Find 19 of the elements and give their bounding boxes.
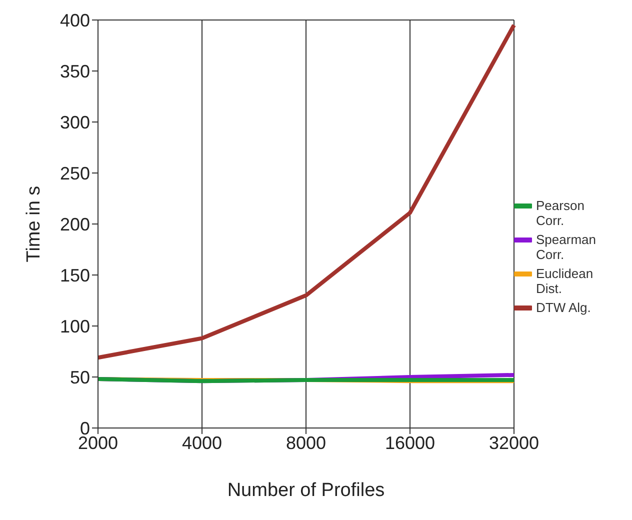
y-tick-label: 250 bbox=[60, 163, 90, 184]
y-tick-label: 50 bbox=[70, 367, 90, 388]
y-tick-label: 200 bbox=[60, 214, 90, 234]
y-axis-title: Time in s bbox=[24, 186, 45, 262]
x-axis-title: Number of Profiles bbox=[227, 480, 385, 501]
y-tick-label: 400 bbox=[60, 10, 90, 30]
y-tick-label: 350 bbox=[60, 61, 90, 82]
x-tick-label: 32000 bbox=[488, 432, 540, 453]
line-series bbox=[96, 23, 516, 360]
x-tick-label: 4000 bbox=[182, 432, 222, 453]
y-tick-label: 150 bbox=[60, 265, 90, 286]
legend-label: Spearman Corr. bbox=[536, 232, 597, 262]
y-tick-label: 100 bbox=[60, 316, 90, 336]
legend-label: Euclidean Dist. bbox=[536, 266, 594, 296]
x-tick-label: 16000 bbox=[384, 432, 436, 453]
legend-label: Pearson Corr. bbox=[536, 198, 586, 228]
y-tick-label: 300 bbox=[60, 112, 90, 132]
x-tick-label: 8000 bbox=[286, 432, 326, 453]
legend-label: DTW Alg. bbox=[536, 300, 592, 314]
